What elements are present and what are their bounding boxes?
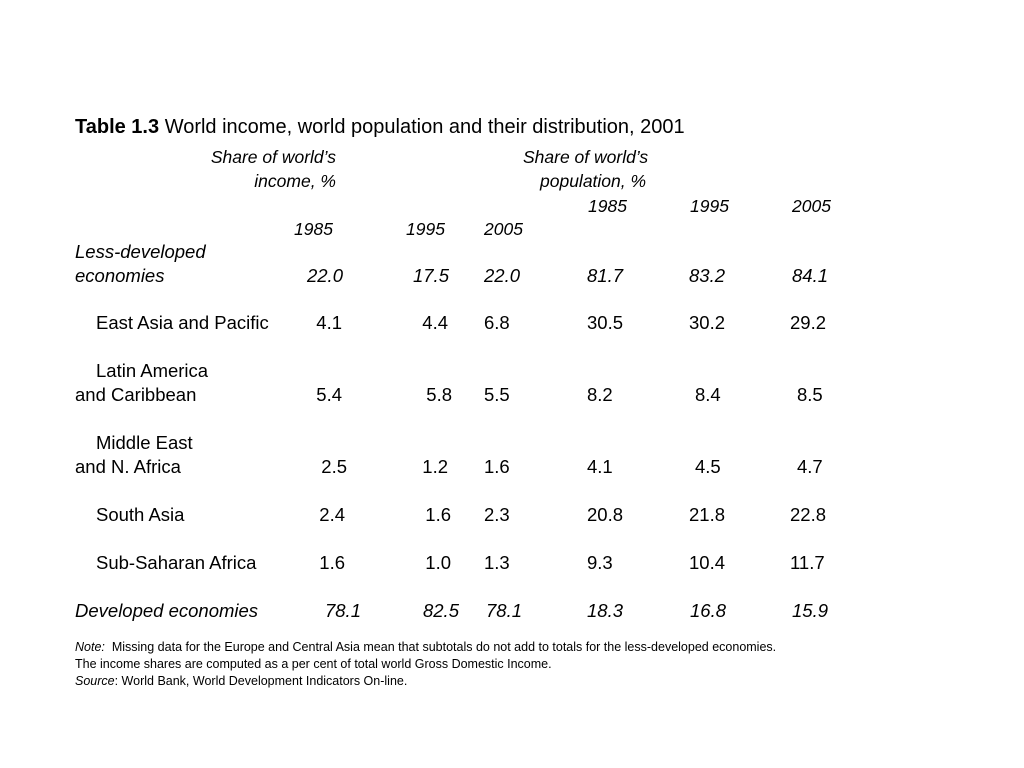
population-cell: 18.3	[587, 600, 624, 621]
income-cell: 2.3	[484, 504, 510, 525]
row-label-line1: Less-developed	[75, 241, 206, 262]
row-label-line1: Developed economies	[75, 600, 259, 621]
row-label-line1: South Asia	[96, 504, 185, 525]
population-cell: 21.8	[689, 504, 726, 525]
income-cell: 5.4	[316, 384, 342, 405]
table-title: Table 1.3 World income, world population…	[75, 114, 685, 140]
table-number: Table 1.3	[75, 116, 160, 138]
population-cell: 83.2	[689, 265, 726, 286]
population-cell: 8.4	[695, 384, 721, 405]
income-year-header: 2005	[484, 219, 523, 239]
population-cell: 8.2	[587, 384, 613, 405]
table-source: Source: World Bank, World Development In…	[75, 673, 407, 690]
income-cell: 2.5	[321, 456, 347, 477]
income-cell: 1.6	[484, 456, 510, 477]
row-label-line2: and N. Africa	[75, 456, 181, 477]
population-year-header: 2005	[792, 196, 831, 216]
source-label: Source	[75, 674, 115, 688]
population-cell: 8.5	[797, 384, 823, 405]
income-cell: 1.6	[319, 552, 345, 573]
income-header-line2: income, %	[254, 171, 336, 191]
income-cell: 78.1	[486, 600, 523, 621]
population-cell: 15.9	[792, 600, 829, 621]
income-cell: 22.0	[306, 265, 343, 286]
row-label-line1: Sub-Saharan Africa	[96, 552, 257, 573]
population-cell: 9.3	[587, 552, 613, 573]
source-text: : World Bank, World Development Indicato…	[114, 674, 408, 688]
population-cell: 84.1	[792, 265, 829, 286]
row-label-line1: Middle East	[96, 432, 193, 453]
population-cell: 29.2	[790, 312, 827, 333]
income-cell: 22.0	[484, 265, 521, 286]
population-cell: 11.7	[790, 552, 825, 573]
table-caption: World income, world population and their…	[164, 116, 685, 138]
income-cell: 1.3	[484, 552, 510, 573]
income-cell: 5.8	[426, 384, 452, 405]
note-line2: The income shares are computed as a per …	[75, 657, 552, 671]
income-year-header: 1985	[294, 219, 333, 239]
income-cell: 4.4	[422, 312, 448, 333]
population-header-line2: population, %	[540, 171, 647, 191]
income-cell: 1.0	[425, 552, 451, 573]
population-cell: 81.7	[587, 265, 624, 286]
table-note: Note: Missing data for the Europe and Ce…	[75, 639, 776, 656]
row-label-line1: Latin America	[96, 360, 209, 381]
population-year-header: 1985	[588, 196, 627, 216]
row-label-line2: and Caribbean	[75, 384, 197, 405]
population-cell: 30.2	[689, 312, 726, 333]
income-cell: 2.4	[319, 504, 345, 525]
income-cell: 17.5	[412, 265, 449, 286]
row-label-line1: East Asia and Pacific	[96, 312, 269, 333]
income-cell: 1.2	[422, 456, 448, 477]
income-cell: 5.5	[484, 384, 510, 405]
population-cell: 30.5	[587, 312, 624, 333]
note-label: Note:	[75, 640, 105, 654]
population-header-line1: Share of world’s	[523, 147, 649, 167]
row-label-line2: economies	[75, 265, 165, 286]
note-text: Missing data for the Europe and Central …	[111, 640, 777, 654]
population-cell: 4.7	[797, 456, 823, 477]
population-cell: 4.1	[587, 456, 613, 477]
income-cell: 82.5	[422, 600, 459, 621]
population-cell: 16.8	[690, 600, 727, 621]
population-cell: 20.8	[587, 504, 624, 525]
population-cell: 22.8	[790, 504, 827, 525]
income-cell: 6.8	[484, 312, 510, 333]
income-cell: 4.1	[316, 312, 342, 333]
population-cell: 4.5	[695, 456, 721, 477]
population-cell: 10.4	[689, 552, 726, 573]
population-year-header: 1995	[690, 196, 729, 216]
income-cell: 1.6	[425, 504, 451, 525]
income-cell: 78.1	[324, 600, 361, 621]
income-header-line1: Share of world’s	[210, 147, 336, 167]
income-year-header: 1995	[406, 219, 445, 239]
